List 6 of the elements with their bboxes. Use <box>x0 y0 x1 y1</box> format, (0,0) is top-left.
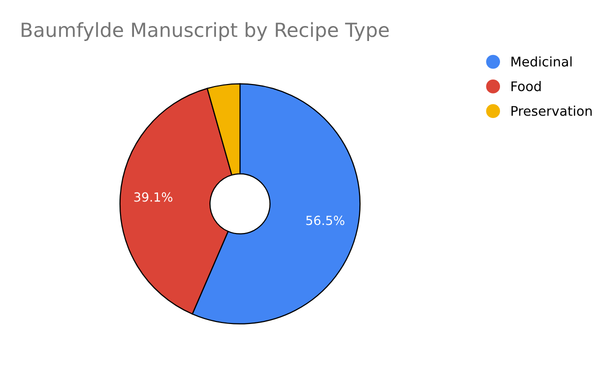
data-label: 39.1% <box>134 192 172 202</box>
legend-label: Food <box>512 81 541 92</box>
chart-title: Baumfylde Manuscript by Recipe Type <box>22 22 389 41</box>
legend-label: Medicinal <box>512 56 572 67</box>
data-label: 56.5% <box>306 216 344 226</box>
legend-label: Preservation <box>512 106 592 116</box>
